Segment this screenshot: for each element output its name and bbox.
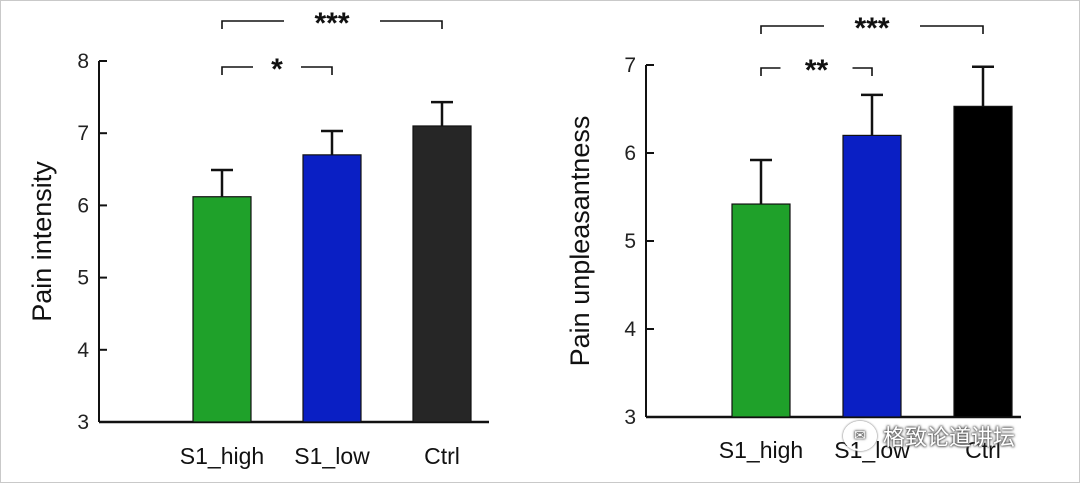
y-tick-label: 3 (624, 406, 636, 429)
significance-bracket (920, 25, 984, 34)
y-tick-label: 4 (77, 339, 89, 362)
y-tick-label: 7 (77, 122, 89, 145)
y-tick-label: 6 (77, 194, 89, 217)
category-label: Ctrl (424, 443, 460, 469)
watermark: ✉ 格致论道讲坛 (843, 419, 1015, 453)
significance-label: *** (854, 12, 889, 45)
y-tick-label: 6 (624, 142, 636, 165)
significance-bracket (221, 20, 284, 29)
bar-Ctrl (412, 125, 472, 423)
bar-S1_high (192, 196, 252, 423)
bar-S1_low (302, 154, 362, 423)
y-tick-label: 8 (77, 50, 89, 73)
y-axis-label-1: Pain intensity (27, 161, 57, 322)
significance-bracket (852, 67, 873, 76)
significance-bracket (301, 66, 333, 75)
significance-bracket (380, 20, 443, 29)
wechat-icon: ✉ (843, 421, 877, 451)
significance-label: * (271, 53, 283, 86)
y-tick-label: 5 (624, 230, 636, 253)
y-tick-label: 4 (624, 318, 636, 341)
category-label: S1_high (180, 443, 264, 469)
significance-bracket (760, 25, 824, 34)
significance-bracket (221, 66, 253, 75)
significance-bracket (760, 67, 781, 76)
y-tick-label: 3 (77, 411, 89, 434)
category-label: S1_low (294, 443, 370, 469)
category-label: Ctrl (965, 437, 1001, 463)
category-label: S1_high (719, 437, 803, 463)
significance-label: ** (805, 54, 829, 87)
bar-Ctrl (953, 105, 1013, 418)
bar-S1_high (731, 203, 791, 418)
y-tick-label: 7 (624, 54, 636, 77)
watermark-text: 格致论道讲坛 (883, 426, 1016, 451)
bar-S1_low (842, 134, 902, 418)
y-axis-label-2: Pain unpleasantness (565, 116, 595, 367)
significance-label: *** (314, 7, 349, 40)
y-tick-label: 5 (77, 267, 89, 290)
